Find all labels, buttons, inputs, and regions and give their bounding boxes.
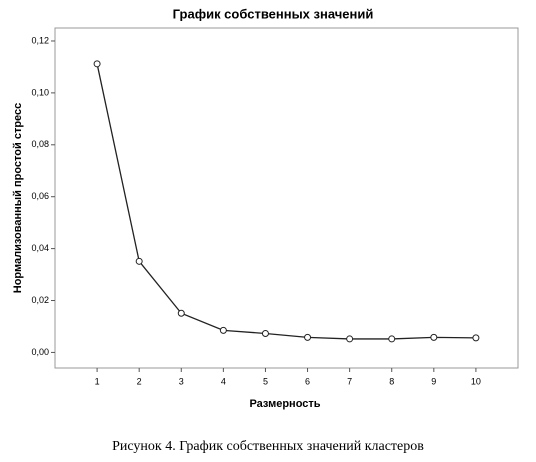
x-tick-label: 1 — [95, 376, 100, 386]
x-tick-label: 4 — [221, 376, 226, 386]
y-tick-label: 0,12 — [31, 35, 49, 45]
point — [219, 326, 227, 334]
point — [388, 335, 396, 343]
x-tick-label: 8 — [389, 376, 394, 386]
point — [472, 334, 480, 342]
point — [346, 335, 354, 343]
point — [304, 333, 312, 341]
point — [135, 257, 143, 265]
point — [261, 329, 269, 337]
y-axis-label: Нормализованный простой стресс — [12, 103, 24, 294]
caption: Рисунок 4. График собственных значений к… — [112, 439, 424, 454]
x-tick-label: 5 — [263, 376, 268, 386]
x-axis-label: Размерность — [249, 398, 320, 410]
y-tick-label: 0,10 — [31, 87, 49, 97]
point — [430, 333, 438, 341]
x-tick-label: 3 — [179, 376, 184, 386]
x-tick-label: 7 — [347, 376, 352, 386]
point — [93, 60, 101, 68]
y-tick-label: 0,08 — [31, 139, 49, 149]
y-tick-label: 0,00 — [31, 347, 49, 357]
x-tick-label: 6 — [305, 376, 310, 386]
y-tick-label: 0,02 — [31, 295, 49, 305]
y-tick-label: 0,06 — [31, 191, 49, 201]
y-tick-label: 0,04 — [31, 243, 49, 253]
point — [177, 309, 185, 317]
line — [96, 63, 476, 340]
chart-title: График собственных значений — [173, 6, 374, 21]
x-tick-label: 9 — [431, 376, 436, 386]
x-tick-label: 10 — [471, 376, 481, 386]
plot-frame — [54, 27, 519, 369]
x-tick-label: 2 — [137, 376, 142, 386]
